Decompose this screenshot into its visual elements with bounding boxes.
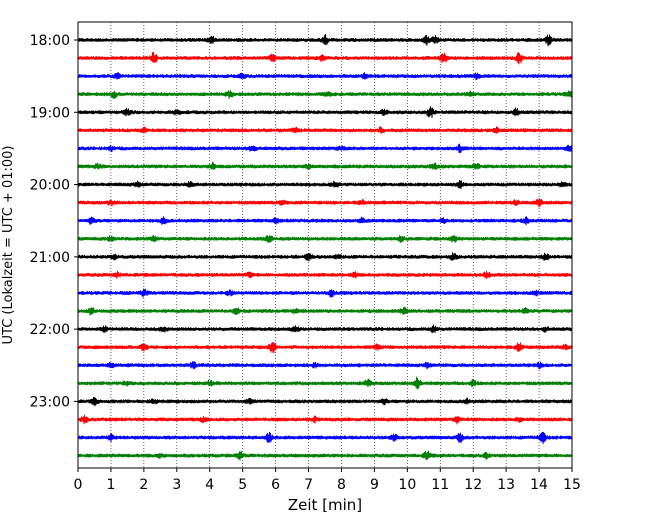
trace-1815 <box>77 51 573 65</box>
trace-2015 <box>77 198 573 208</box>
x-tick-label-13: 13 <box>497 477 515 493</box>
grid-lines <box>110 22 540 468</box>
trace-2115 <box>77 270 573 279</box>
x-tick-label-12: 12 <box>464 477 482 493</box>
x-tick-label-0: 0 <box>74 477 83 493</box>
x-tick-label-6: 6 <box>271 477 280 493</box>
trace-1830 <box>77 72 573 81</box>
trace-2345 <box>77 450 573 461</box>
trace-2100 <box>77 252 573 262</box>
x-tick-label-10: 10 <box>398 477 416 493</box>
x-axis-label: Zeit [min] <box>288 496 362 514</box>
trace-1930 <box>77 143 573 154</box>
trace-2245 <box>77 376 573 390</box>
y-tick-label-2100: 21:00 <box>30 250 70 266</box>
trace-2030 <box>77 216 573 226</box>
x-tick-label-3: 3 <box>172 477 181 493</box>
x-tick-label-5: 5 <box>238 477 247 493</box>
x-tick-label-8: 8 <box>337 477 346 493</box>
x-tick-label-9: 9 <box>370 477 379 493</box>
trace-1845 <box>77 90 573 100</box>
trace-2300 <box>77 396 573 407</box>
y-tick-label-2000: 20:00 <box>30 178 70 194</box>
x-tick-label-4: 4 <box>205 477 214 493</box>
trace-rows <box>77 33 573 461</box>
x-tick-label-11: 11 <box>431 477 449 493</box>
trace-2330 <box>77 431 573 445</box>
y-axis-label: UTC (Lokalzeit = UTC + 01:00) <box>1 146 16 345</box>
trace-1915 <box>77 126 573 134</box>
x-tick-label-7: 7 <box>304 477 313 493</box>
x-tick-label-2: 2 <box>139 477 148 493</box>
y-tick-label-1900: 19:00 <box>30 105 70 121</box>
trace-1945 <box>77 161 573 171</box>
x-tick-label-15: 15 <box>563 477 581 493</box>
trace-1900 <box>77 106 573 118</box>
trace-2215 <box>77 342 573 354</box>
y-tick-label-1800: 18:00 <box>30 33 70 49</box>
x-axis-ticks: 0 1 2 3 4 5 6 7 8 9 10 11 12 13 14 15 <box>74 468 581 493</box>
plot-frame <box>77 21 573 469</box>
trace-2315 <box>77 414 573 425</box>
y-tick-label-2300: 23:00 <box>30 394 70 410</box>
trace-2130 <box>77 288 573 298</box>
x-tick-label-1: 1 <box>106 477 115 493</box>
y-tick-label-2200: 22:00 <box>30 322 70 338</box>
trace-2230 <box>77 361 573 370</box>
trace-2200 <box>77 324 573 334</box>
trace-2145 <box>77 306 573 316</box>
trace-2045 <box>77 235 573 244</box>
trace-1800 <box>77 33 573 47</box>
y-axis-ticks: 18:00 19:00 20:00 21:00 22:00 23:00 <box>30 33 78 410</box>
trace-2000 <box>77 179 573 190</box>
x-tick-label-14: 14 <box>530 477 548 493</box>
